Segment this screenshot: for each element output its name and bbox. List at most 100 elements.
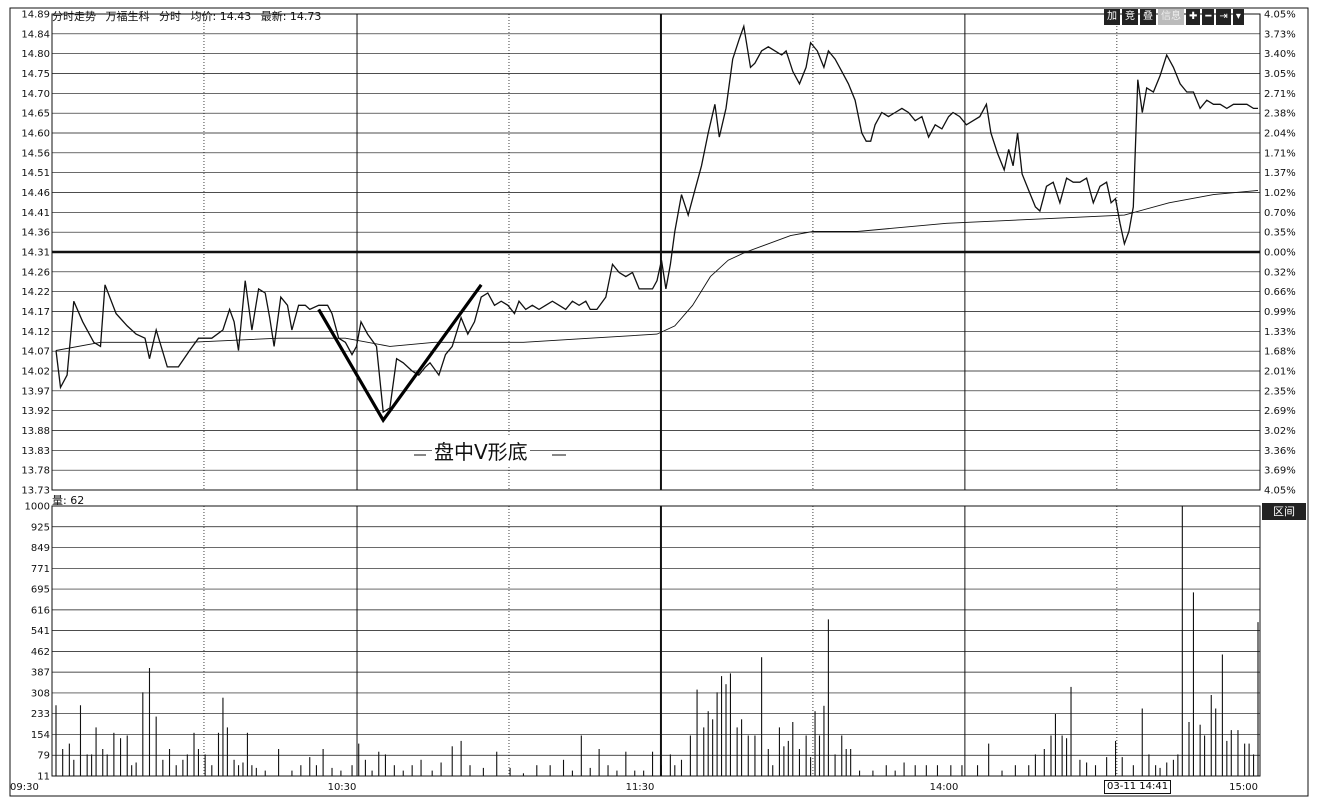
pct-tick-label: 1.37% [1264,168,1296,179]
price-tick-label: 13.83 [21,446,50,457]
pct-tick-label: 0.70% [1264,208,1296,219]
pct-tick-label: 2.38% [1264,109,1296,120]
price-tick-label: 14.02 [21,367,50,378]
v-shape-line [317,283,483,424]
overlay-button[interactable]: 叠 [1140,9,1156,25]
pct-tick-label: 2.71% [1264,89,1296,100]
mode-label: 分时 [159,10,181,23]
volume-bars [55,506,1259,776]
price-tick-label: 14.31 [21,248,50,259]
volume-label: 量: 62 [52,494,85,507]
time-axis-labels: 09:30 10:30 11:30 14:00 15:00 [10,782,1258,793]
pct-tick-label: 3.02% [1264,426,1296,437]
price-tick-label: 13.73 [21,486,50,497]
info-button[interactable]: 信息 [1158,9,1184,25]
price-tick-label: 14.17 [21,307,50,318]
cursor-time: 03-11 14:41 [1104,780,1172,794]
volume-tick-label: 308 [31,688,50,699]
pct-tick-label: 2.35% [1264,386,1296,397]
grid [52,33,1260,756]
y-axis-labels: 14.89 14.84 14.80 14.75 14.70 14.65 14.60 14.56… [21,10,50,497]
zoom-out-icon[interactable]: ━ [1202,9,1215,25]
pct-tick-label: 1.33% [1264,327,1296,338]
price-tick-label: 14.84 [21,29,50,40]
price-tick-label: 14.07 [21,347,50,358]
volume-tick-label: 1000 [25,502,50,513]
stock-name: 万福生科 [105,10,150,23]
time-tick-label: 14:00 [930,782,959,793]
annotation-text: 盘中V形底 [432,436,530,465]
chart-name: 分时走势 [52,10,96,23]
volume-tick-label: 387 [31,668,50,679]
pct-tick-label: 3.69% [1264,466,1296,477]
price-tick-label: 14.36 [21,228,50,239]
price-tick-label: 14.46 [21,188,50,199]
volume-tick-label: 695 [31,585,50,596]
pct-tick-label: 1.68% [1264,347,1296,358]
time-grid [203,14,1118,776]
chart-header: 分时走势 万福生科 分时 均价: 14.43 最新: 14.73 [52,8,327,24]
pct-tick-label: 2.04% [1264,129,1296,140]
price-tick-label: 14.12 [21,327,50,338]
price-tick-label: 13.88 [21,426,50,437]
avg-price: 均价: 14.43 [190,10,252,23]
bid-button[interactable]: 竞 [1122,9,1138,25]
pct-axis-labels: 4.05% 3.73% 3.40% 3.05% 2.71% 2.38% 2.04% 1.71%… [1264,10,1296,497]
price-tick-label: 14.51 [21,168,50,179]
volume-axis-labels: 1000 925 849 771 695 616 541 462 387 308 233 154 79 1… [25,502,50,783]
price-tick-label: 14.60 [21,129,50,140]
time-tick-label: 11:30 [626,782,655,793]
price-tick-label: 14.75 [21,69,50,80]
volume-tick-label: 925 [31,522,50,533]
dropdown-icon[interactable]: ▾ [1232,9,1244,25]
volume-tick-label: 849 [31,543,50,554]
price-tick-label: 14.89 [21,10,50,21]
volume-tick-label: 616 [31,605,50,616]
pct-tick-label: 1.02% [1264,188,1296,199]
zoom-in-icon[interactable]: ✚ [1186,9,1201,25]
price-tick-label: 13.92 [21,406,50,417]
pct-tick-label: 4.05% [1264,10,1296,21]
pct-tick-label: 0.66% [1264,287,1296,298]
toolbar: 加 竞 叠 信息 ✚ ━ ⇥ ▾ [1104,9,1244,25]
pct-tick-label: 2.01% [1264,367,1296,378]
last-price: 最新: 14.73 [260,10,322,23]
pct-tick-label: 3.40% [1264,49,1296,60]
price-tick-label: 14.80 [21,49,50,60]
volume-tick-label: 79 [37,751,50,762]
price-tick-label: 14.56 [21,148,50,159]
volume-panel [51,505,1261,777]
pct-tick-label: 3.05% [1264,69,1296,80]
average-price-line [55,189,1259,351]
volume-tick-label: 233 [31,709,50,720]
pct-tick-label: 1.71% [1264,148,1296,159]
volume-tick-label: 771 [31,564,50,575]
pct-tick-label: 0.99% [1264,307,1296,318]
v-bottom-marker [317,283,566,456]
volume-tick-label: 154 [31,730,50,741]
price-tick-label: 13.97 [21,386,50,397]
volume-tick-label: 462 [31,647,50,658]
price-tick-label: 14.70 [21,89,50,100]
volume-tick-label: 11 [37,772,50,783]
volume-tick-label: 541 [31,626,50,637]
price-tick-label: 13.78 [21,466,50,477]
add-button[interactable]: 加 [1104,9,1120,25]
price-tick-label: 14.22 [21,287,50,298]
price-line [55,23,1258,414]
range-button[interactable]: 区间 [1262,503,1306,520]
goto-end-icon[interactable]: ⇥ [1216,9,1231,25]
pct-tick-label: 3.36% [1264,446,1296,457]
pct-tick-label: 3.73% [1264,29,1296,40]
time-tick-label: 09:30 [10,782,39,793]
pct-tick-label: 2.69% [1264,406,1296,417]
outer-frame [9,7,1309,797]
price-lines [55,23,1259,414]
time-tick-label: 10:30 [328,782,357,793]
price-tick-label: 14.26 [21,267,50,278]
pct-tick-label: 0.32% [1264,267,1296,278]
pct-tick-label: 4.05% [1264,486,1296,497]
pct-tick-label: 0.00% [1264,248,1296,259]
pct-tick-label: 0.35% [1264,228,1296,239]
price-tick-label: 14.41 [21,208,50,219]
